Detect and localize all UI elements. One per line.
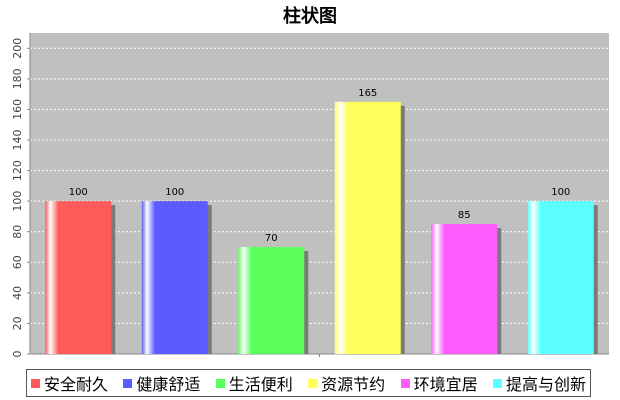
- legend-swatch: [123, 378, 133, 388]
- legend-swatch: [492, 378, 502, 388]
- legend-item: 健康舒适: [123, 371, 200, 395]
- y-tick-label: 60: [11, 255, 24, 269]
- bar: [238, 247, 305, 354]
- legend-item: 提高与创新: [492, 371, 586, 395]
- bar-value-label: 85: [458, 210, 471, 221]
- legend-swatch: [31, 378, 40, 388]
- plot-area: [30, 33, 609, 354]
- legend-label: 安全耐久: [44, 375, 109, 394]
- bar-value-label: 100: [551, 187, 570, 198]
- y-tick-label: 200: [11, 38, 24, 59]
- legend-label: 提高与创新: [505, 375, 586, 394]
- bar-value-label: 100: [165, 187, 184, 198]
- legend-label: 生活便利: [228, 375, 293, 394]
- bar-value-label: 165: [358, 88, 377, 99]
- bar: [431, 224, 498, 354]
- legend-label: 资源节约: [321, 375, 386, 394]
- legend-item: 环境宜居: [400, 371, 478, 395]
- legend-swatch: [215, 378, 225, 388]
- y-tick-label: 80: [11, 225, 24, 239]
- bar: [334, 101, 401, 355]
- chart-legend: 安全耐久 健康舒适 生活便利 资源节约 环境宜居 提高与创新: [26, 369, 591, 397]
- legend-label: 健康舒适: [136, 375, 201, 394]
- legend-swatch: [308, 378, 318, 388]
- bar-value-label: 70: [265, 233, 278, 244]
- bar-value-label: 100: [69, 187, 88, 198]
- y-tick-label: 0: [11, 351, 24, 358]
- y-tick-label: 40: [11, 286, 24, 300]
- chart-title: 柱状图: [283, 6, 337, 27]
- legend-item: 资源节约: [308, 371, 385, 395]
- y-tick-label: 140: [11, 130, 24, 151]
- y-tick-label: 180: [11, 68, 24, 89]
- y-tick-label: 20: [11, 316, 24, 330]
- legend-swatch: [400, 378, 410, 388]
- bar: [45, 201, 112, 354]
- bar: [141, 201, 208, 354]
- y-tick-label: 160: [11, 99, 24, 120]
- legend-item: 生活便利: [215, 371, 293, 395]
- y-tick-label: 120: [11, 160, 24, 181]
- legend-item: 安全耐久: [31, 371, 108, 395]
- y-tick-label: 100: [11, 191, 24, 212]
- bar: [527, 201, 594, 354]
- legend-label: 环境宜居: [413, 375, 478, 394]
